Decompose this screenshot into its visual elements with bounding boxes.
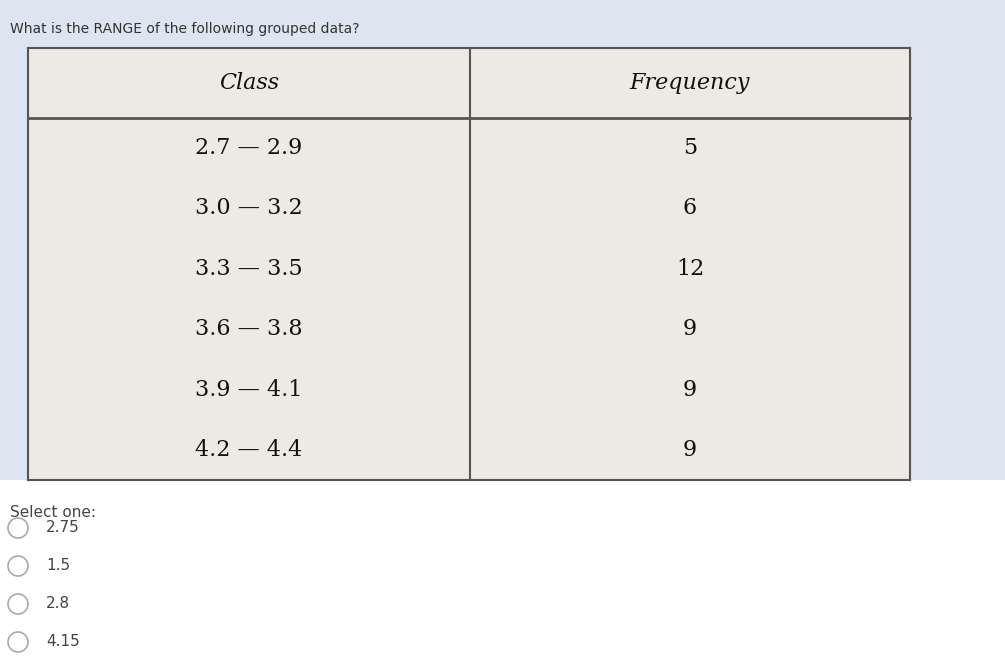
Text: 3.9 — 4.1: 3.9 — 4.1 bbox=[195, 378, 303, 400]
Text: 4.2 — 4.4: 4.2 — 4.4 bbox=[195, 439, 303, 461]
Circle shape bbox=[8, 556, 28, 576]
Text: 2.7 — 2.9: 2.7 — 2.9 bbox=[195, 137, 303, 159]
Text: Frequency: Frequency bbox=[630, 72, 751, 94]
Circle shape bbox=[8, 594, 28, 614]
Text: 2.8: 2.8 bbox=[46, 596, 70, 612]
Text: What is the RANGE of the following grouped data?: What is the RANGE of the following group… bbox=[10, 22, 360, 36]
Circle shape bbox=[8, 632, 28, 652]
Text: 12: 12 bbox=[676, 258, 705, 280]
Text: 3.3 — 3.5: 3.3 — 3.5 bbox=[195, 258, 303, 280]
Text: 4.15: 4.15 bbox=[46, 635, 79, 649]
Text: Select one:: Select one: bbox=[10, 505, 96, 520]
Circle shape bbox=[8, 518, 28, 538]
Text: 5: 5 bbox=[683, 137, 697, 159]
Text: 3.6 — 3.8: 3.6 — 3.8 bbox=[195, 318, 303, 340]
Text: 9: 9 bbox=[683, 439, 697, 461]
Text: 2.75: 2.75 bbox=[46, 521, 79, 535]
Text: 6: 6 bbox=[683, 197, 697, 220]
Text: Class: Class bbox=[219, 72, 279, 94]
Bar bbox=[0, 480, 1005, 664]
Text: 3.0 — 3.2: 3.0 — 3.2 bbox=[195, 197, 303, 220]
Bar bbox=[28, 48, 910, 480]
Text: 1.5: 1.5 bbox=[46, 558, 70, 574]
Text: 9: 9 bbox=[683, 378, 697, 400]
Text: 9: 9 bbox=[683, 318, 697, 340]
